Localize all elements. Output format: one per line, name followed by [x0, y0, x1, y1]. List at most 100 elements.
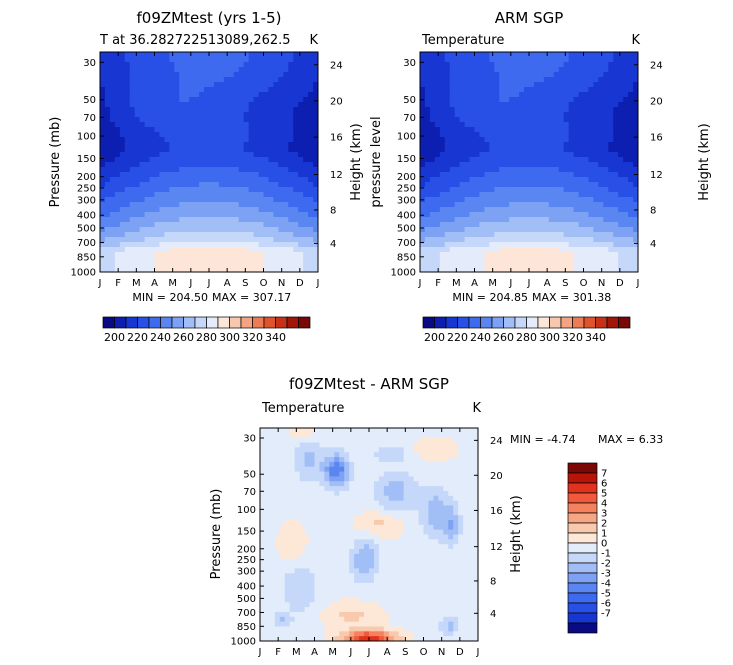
model-cell: [104, 107, 111, 113]
obs-cell: [504, 237, 510, 243]
model-cell: [109, 102, 116, 108]
obs-cell: [469, 242, 476, 248]
obs-cell: [568, 247, 575, 253]
obs-cell: [494, 187, 500, 193]
model-cell: [209, 237, 215, 243]
obs-cell: [439, 212, 446, 218]
model-cell: [228, 127, 235, 133]
diff-cell: [314, 466, 321, 473]
diff-cell: [309, 568, 316, 574]
obs-colorbar-label: 320: [562, 331, 583, 344]
obs-cell: [444, 62, 451, 68]
model-cell: [174, 107, 180, 113]
diff-cell: [299, 534, 306, 540]
diff-cell: [319, 505, 325, 511]
obs-cell: [553, 67, 560, 73]
model-cell: [273, 187, 279, 193]
model-cell: [288, 192, 294, 198]
obs-cell: [474, 142, 481, 148]
obs-cell: [573, 232, 580, 238]
model-cell: [144, 147, 151, 153]
model-cell: [154, 52, 161, 58]
diff-cell: [344, 573, 350, 579]
obs-cell: [504, 127, 510, 133]
obs-cell: [514, 52, 520, 58]
diff-cell: [309, 461, 316, 468]
diff-cell: [304, 481, 311, 487]
obs-cell: [553, 132, 560, 138]
obs-cell: [484, 142, 490, 148]
model-cell: [204, 152, 210, 158]
model-cell: [114, 172, 121, 178]
model-cell: [283, 132, 289, 138]
model-cell: [119, 192, 126, 198]
model-cell: [194, 152, 200, 158]
diff-cell: [284, 529, 291, 536]
obs-cell: [524, 92, 530, 98]
obs-cell: [489, 157, 495, 163]
obs-cell: [588, 192, 594, 198]
diff-cell: [299, 510, 306, 516]
obs-cell: [558, 227, 565, 233]
model-cell: [100, 137, 106, 143]
diff-cell: [309, 534, 316, 540]
obs-cell: [474, 122, 481, 128]
model-cell: [253, 67, 260, 73]
model-cell: [238, 122, 245, 128]
obs-cell: [553, 252, 560, 258]
diff-cell: [279, 602, 286, 608]
model-cell: [218, 152, 225, 158]
obs-cell: [598, 247, 604, 253]
model-cell: [243, 162, 250, 168]
obs-cell: [583, 97, 590, 103]
obs-cell: [593, 222, 599, 228]
model-cell: [303, 262, 309, 268]
model-cell: [213, 82, 220, 88]
model-cell: [298, 257, 304, 263]
model-cell: [268, 97, 274, 103]
diff-cell: [284, 490, 291, 497]
model-cell: [144, 107, 151, 113]
obs-cell: [588, 252, 594, 258]
obs-cell: [593, 72, 599, 78]
diff-cell: [324, 476, 330, 482]
diff-cell: [349, 549, 355, 555]
obs-cell: [578, 127, 585, 133]
obs-cell: [489, 217, 495, 223]
obs-cell: [489, 257, 495, 263]
model-cell: [169, 167, 175, 173]
model-cell: [204, 57, 210, 63]
obs-cell: [429, 262, 436, 268]
obs-cell: [519, 217, 525, 223]
obs-cell: [489, 227, 495, 233]
diff-cell: [264, 578, 271, 584]
obs-cell: [538, 107, 545, 113]
obs-cell: [558, 267, 565, 272]
diff-cell: [344, 558, 350, 565]
model-cell: [278, 262, 284, 268]
model-cell: [209, 167, 215, 173]
obs-cell: [573, 142, 580, 148]
obs-cell: [499, 172, 505, 178]
diff-cell: [354, 636, 360, 641]
model-cell: [169, 227, 175, 233]
obs-cell: [538, 212, 545, 218]
model-cell: [233, 222, 240, 228]
diff-cell: [339, 447, 345, 453]
diff-cell: [269, 636, 276, 641]
model-cell: [228, 202, 235, 208]
obs-cell: [588, 112, 594, 118]
diff-cell: [344, 481, 350, 487]
model-cell: [248, 192, 255, 198]
model-cell: [293, 187, 299, 193]
obs-cell: [628, 242, 634, 248]
obs-cell: [454, 52, 461, 58]
obs-cell: [588, 167, 594, 173]
model-cell: [144, 87, 151, 93]
obs-cell: [543, 117, 550, 123]
model-cell: [258, 97, 265, 103]
diff-cell: [329, 558, 335, 565]
diff-cell: [260, 602, 266, 608]
diff-cell: [269, 592, 276, 599]
obs-colorbar-box: [480, 316, 493, 329]
